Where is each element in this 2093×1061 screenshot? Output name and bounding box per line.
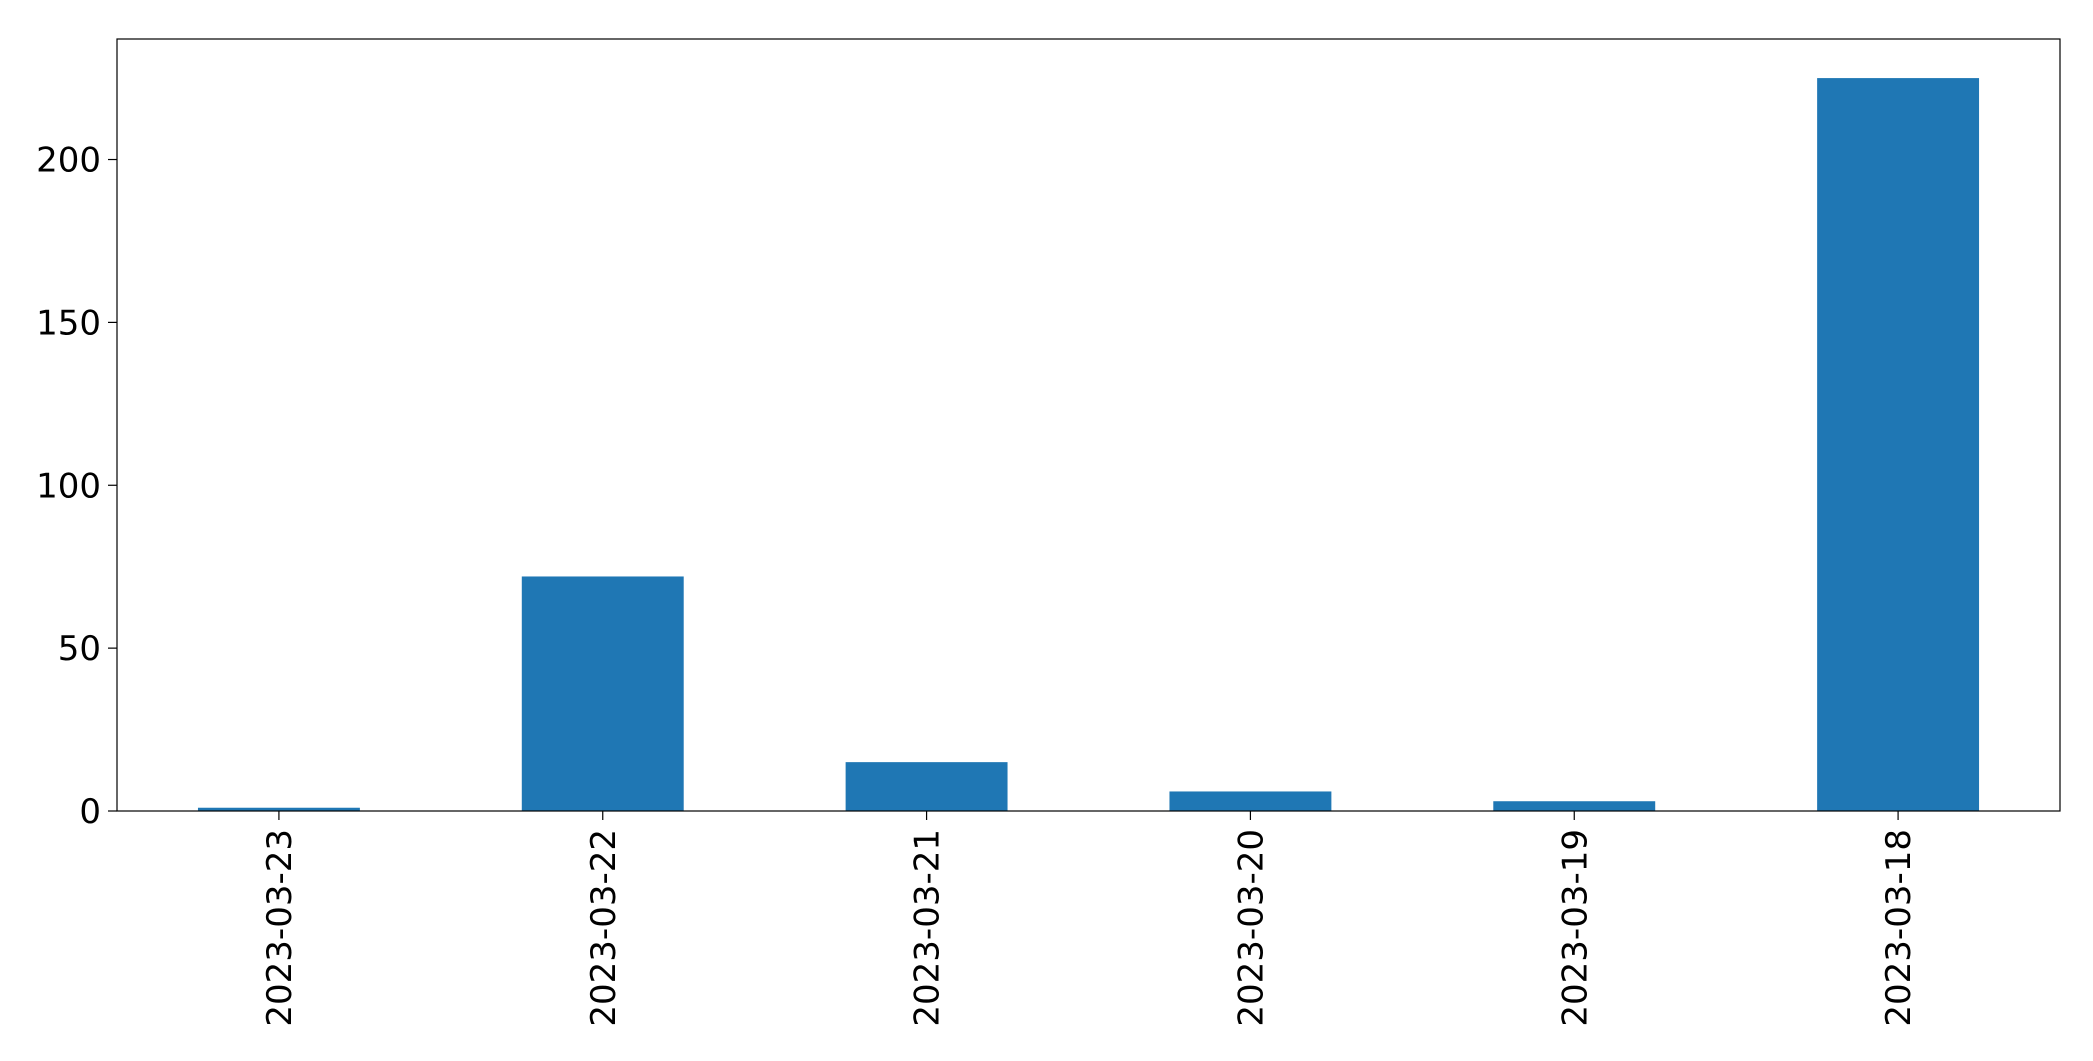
- y-tick-label: 0: [79, 792, 101, 832]
- x-tick-label: 2023-03-23: [260, 829, 300, 1027]
- plot-frame: [116, 38, 2061, 812]
- x-axis: 2023-03-23 2023-03-22 2023-03-21 2023-03-20…: [260, 811, 1919, 1027]
- bar-2023-03-22: [521, 576, 684, 811]
- x-tick-label: 2023-03-19: [1555, 829, 1595, 1027]
- y-tick-label: 200: [36, 141, 101, 181]
- x-tick-label: 2023-03-18: [1879, 829, 1919, 1027]
- y-tick-label: 50: [58, 629, 101, 669]
- bar-2023-03-20: [1169, 791, 1332, 811]
- bars-group: [197, 78, 1980, 812]
- x-tick-label: 2023-03-22: [584, 829, 624, 1027]
- bar-2023-03-18: [1817, 78, 1980, 812]
- y-axis: 0 50 100 150 200: [36, 141, 117, 832]
- y-tick-label: 100: [36, 466, 101, 506]
- x-tick-label: 2023-03-21: [908, 829, 948, 1027]
- y-tick-label: 150: [36, 303, 101, 343]
- x-tick-label: 2023-03-20: [1231, 829, 1271, 1027]
- bar-2023-03-19: [1493, 801, 1656, 811]
- bar-2023-03-23: [197, 807, 360, 811]
- bar-2023-03-21: [845, 762, 1008, 811]
